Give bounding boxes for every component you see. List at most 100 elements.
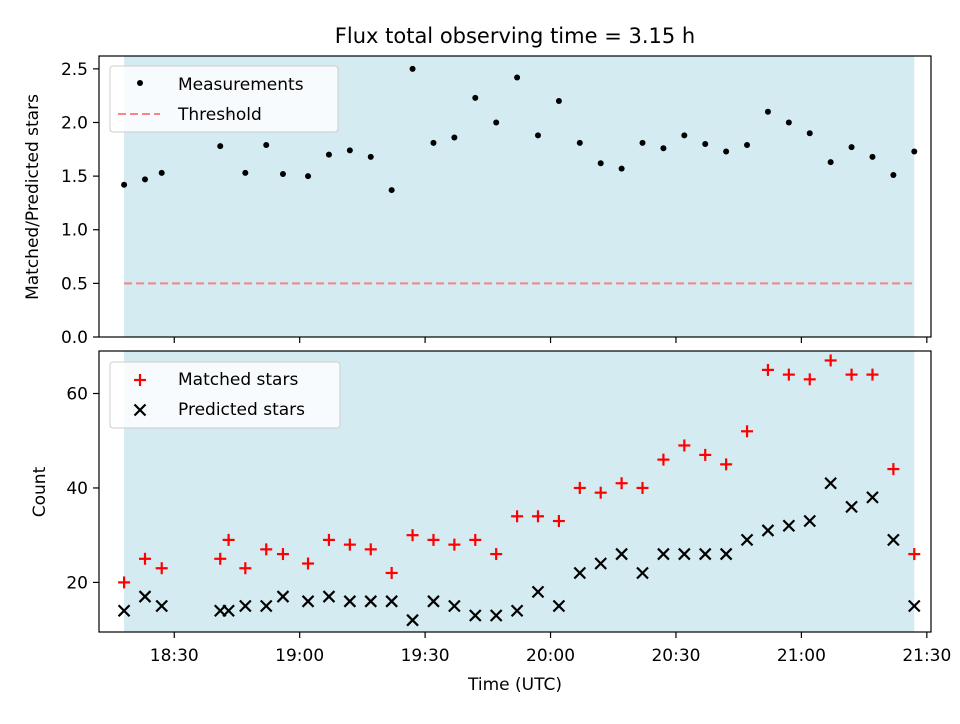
predicted-star-point [364,595,378,608]
measurement-point [806,130,813,137]
predicted-star-point [594,557,607,570]
matched-star-point [222,533,235,546]
measurement-point [660,145,667,152]
measurement-point [409,65,416,72]
legend-plus-glyph [134,374,146,386]
x-tick-label: 20:30 [651,646,700,666]
predicted-star-point [259,599,273,613]
x-tick-label: 19:30 [401,646,450,666]
top-legend: Measurements Threshold [109,65,339,133]
predicted-star-point [740,533,754,547]
predicted-star-point [698,547,712,561]
y-tick-label: 2.5 [61,60,88,80]
matched-star-point [385,566,398,579]
predicted-star-point [887,533,900,547]
measurement-point [388,187,395,194]
top-y-ticks: 0.0 0.5 1.0 1.5 2.0 2.5 [61,60,99,348]
y-tick-label: 0.5 [61,274,88,294]
measurement-point [702,140,709,147]
predicted-star-point [866,491,879,504]
matched-star-point [118,576,131,589]
predicted-star-point [155,599,168,613]
bottom-x-ticks: 18:30 19:00 19:30 20:00 20:30 21:00 21:30 [150,632,951,666]
measurement-point [785,119,792,126]
matched-star-point [406,529,419,542]
x-tick-label: 20:00 [526,646,575,666]
matched-star-point [699,448,712,461]
matched-star-point [214,552,227,565]
top-x-ticks [173,337,928,343]
predicted-star-point [427,595,440,608]
measurement-point [618,165,625,172]
measurement-point [827,159,834,166]
legend-predicted-label: Predicted stars [178,400,305,420]
predicted-star-point [222,604,235,618]
legend-matched-label: Matched stars [178,370,298,390]
matched-star-point [302,557,315,570]
measurement-point [639,139,646,146]
measurement-point [869,153,876,160]
matched-star-point [615,477,628,490]
matched-star-point [720,458,733,471]
measurement-point [764,108,771,115]
predicted-star-point [657,547,670,561]
x-tick-label: 21:30 [902,646,951,666]
matched-star-point [469,533,482,546]
predicted-star-point [845,500,858,514]
predicted-star-point [406,613,419,627]
predicted-star-point [573,566,587,580]
bottom-legend-box [109,361,341,429]
y-tick-label: 2.0 [61,113,88,133]
measurement-point [848,144,855,151]
matched-star-point [594,486,607,499]
matched-star-point [511,510,524,523]
predicted-star-point [636,566,649,580]
legend-matched-marker [134,374,146,386]
legend-predicted-marker [133,403,147,417]
predicted-star-point [824,476,837,490]
matched-star-point [803,373,816,386]
x-tick-label: 19:00 [275,646,324,666]
matched-star-point [741,425,754,438]
y-tick-label: 0.0 [61,328,88,348]
predicted-star-point [510,604,524,618]
measurement-point [367,153,374,160]
matched-star-point [260,543,273,556]
measurement-point [279,170,286,177]
legend-threshold-label: Threshold [177,105,262,125]
measurement-point [121,181,128,188]
matched-star-point [782,368,795,381]
matched-star-point [552,515,565,528]
x-axis-label: Time (UTC) [467,675,562,695]
predicted-stars-points [117,476,921,627]
measurement-point [141,176,148,183]
measurement-point [263,142,270,149]
matched-star-point [657,453,670,466]
y-tick-label: 20 [66,573,88,593]
measurement-point [451,134,458,141]
predicted-star-point [448,599,461,613]
measurement-point [430,139,437,146]
matched-star-point [531,510,544,523]
measurement-point [597,160,604,167]
top-axes-frame [98,55,932,338]
predicted-star-point [552,599,566,613]
matched-star-point [824,354,837,367]
measurement-point [576,139,583,146]
matched-star-point [343,538,356,551]
predicted-star-point [615,547,628,561]
predicted-star-point [678,547,691,561]
predicted-star-point [239,599,252,613]
legend-cross-glyph [133,403,147,417]
predicted-star-point [803,514,817,528]
measurement-point [723,148,730,155]
matched-star-point [866,368,879,381]
chart-title: Flux total observing time = 3.15 h [335,24,695,48]
x-tick-label: 21:00 [777,646,826,666]
bottom-y-ticks: 20 40 60 [66,385,99,593]
measurement-point [890,172,897,179]
predicted-star-point [301,595,315,608]
measurement-point [305,173,312,180]
measurement-point [493,119,500,126]
